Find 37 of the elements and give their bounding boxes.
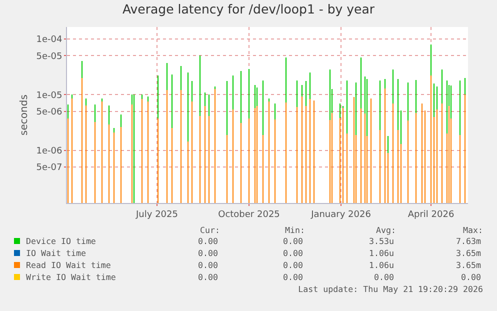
text: 0.00 [198, 260, 218, 270]
text: 0.00 [283, 248, 303, 258]
text: 0.00 [283, 236, 303, 246]
text: Last update: Thu May 21 19:20:29 2026 [298, 284, 483, 294]
legend-label: IO Wait time [26, 248, 86, 258]
y-axis-title: seconds [19, 94, 30, 136]
text: Avg: [376, 225, 396, 235]
text: Min: [285, 225, 305, 235]
text: 1.06u [369, 248, 394, 258]
y-tick-label: 1e-06 [36, 146, 62, 156]
legend-label: Write IO Wait time [26, 272, 116, 282]
text: 0.00 [198, 272, 218, 282]
text: 3.53u [369, 236, 394, 246]
x-tick-label: October 2025 [218, 210, 280, 220]
chart-title: Average latency for /dev/loop1 - by year [122, 1, 376, 16]
text: 7.63m [456, 236, 481, 246]
text: 3.65m [456, 248, 481, 258]
x-tick-label: January 2026 [310, 210, 372, 220]
y-tick-label: 5e-05 [36, 52, 62, 62]
y-tick-label: 5e-06 [36, 108, 62, 118]
legend-label: Read IO Wait time [26, 260, 111, 270]
text: 3.65m [456, 260, 481, 270]
y-tick-label: 1e-05 [36, 90, 62, 101]
text: Cur: [200, 225, 220, 235]
text: 0.00 [283, 272, 303, 282]
y-tick-label: 1e-04 [36, 35, 62, 46]
text: 0.00 [283, 260, 303, 270]
x-tick-label: July 2025 [135, 210, 178, 220]
legend-label: Device IO time [26, 236, 96, 246]
text: Max: [463, 225, 483, 235]
text: 0.00 [198, 236, 218, 246]
x-tick-label: April 2026 [408, 210, 454, 220]
text: 0.00 [374, 272, 394, 282]
text: 0.00 [198, 248, 218, 258]
text: 0.00 [461, 272, 481, 282]
text: 1.06u [369, 260, 394, 270]
y-tick-label: 5e-07 [36, 163, 62, 174]
